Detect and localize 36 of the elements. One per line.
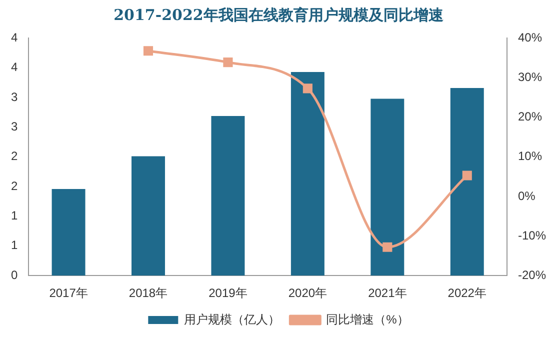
x-tick-label: 2021年 (368, 286, 407, 300)
y2-tick-label: 30% (518, 70, 542, 84)
x-tick-label: 2017年 (49, 286, 88, 300)
y-tick-label: 0 (10, 268, 18, 282)
point (223, 58, 233, 68)
y-tick-label: 3 (10, 120, 18, 134)
bar (290, 72, 324, 276)
x-tick-label: 2020年 (288, 286, 328, 300)
bar (370, 98, 404, 276)
point (382, 242, 392, 252)
bar (52, 188, 86, 276)
point (462, 170, 472, 180)
y-tick-label: 1 (10, 238, 18, 252)
bar (132, 156, 165, 276)
y2-tick-label: 0% (518, 188, 536, 203)
x-tick-label: 2019年 (208, 286, 248, 300)
y2-tick-label: -20% (518, 268, 546, 282)
y-tick-label: 2 (10, 149, 18, 164)
point (302, 84, 312, 94)
y-tick-label: 4 (10, 30, 18, 45)
bar (450, 88, 484, 276)
y2-tick-label: 10% (518, 149, 542, 164)
legend-label: 用户规模（亿人） (184, 312, 280, 326)
bar (211, 116, 245, 276)
y-tick-label: 3 (10, 90, 18, 104)
point (143, 46, 154, 56)
legend-label: 同比增速（%） (326, 312, 409, 326)
y2-tick-label: 20% (518, 110, 542, 124)
y2-tick-label: -10% (518, 228, 546, 242)
chart-title: 2017-2022年我国在线教育用户规模及同比增速 (112, 5, 444, 26)
y-tick-label: 2 (10, 178, 18, 193)
x-tick-label: 2018年 (128, 286, 168, 300)
y2-tick-label: 40% (518, 30, 542, 45)
y-tick-label: 4 (10, 60, 18, 74)
y-tick-label: 1 (10, 208, 18, 223)
x-tick-label: 2022年 (448, 286, 486, 300)
